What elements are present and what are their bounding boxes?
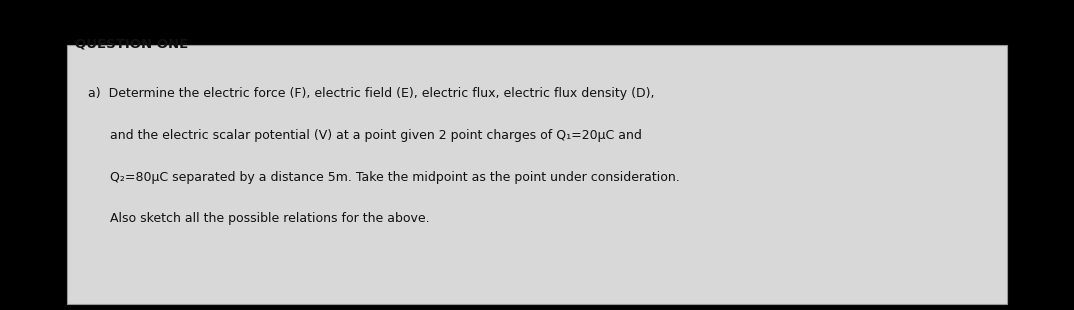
Bar <box>67 45 1007 304</box>
Text: and the electric scalar potential (V) at a point given 2 point charges of Q₁=20μ: and the electric scalar potential (V) at… <box>110 129 641 142</box>
Text: a)  Determine the electric force (F), electric field (E), electric flux, electri: a) Determine the electric force (F), ele… <box>88 87 654 100</box>
Text: Also sketch all the possible relations for the above.: Also sketch all the possible relations f… <box>110 212 430 225</box>
Text: QUESTION ONE: QUESTION ONE <box>75 37 188 50</box>
Text: Q₂=80μC separated by a distance 5m. Take the midpoint as the point under conside: Q₂=80μC separated by a distance 5m. Take… <box>110 170 679 184</box>
